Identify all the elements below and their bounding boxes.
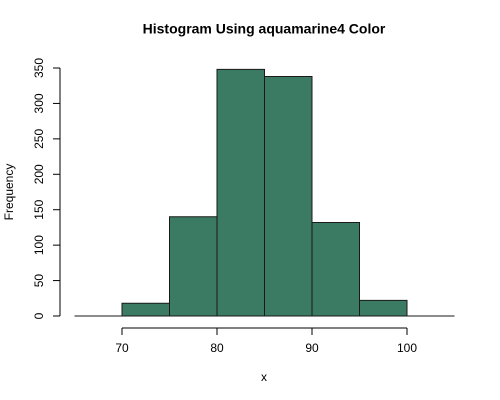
y-tick-label: 0 (32, 312, 46, 319)
y-tick-label: 150 (32, 199, 46, 219)
y-tick-label: 50 (32, 274, 46, 288)
y-tick-label: 100 (32, 235, 46, 255)
y-tick-label: 350 (32, 58, 46, 78)
y-tick-label: 200 (32, 164, 46, 184)
bar (169, 216, 218, 317)
x-tick-label: 70 (115, 341, 129, 355)
y-axis-label: Frequency (2, 164, 16, 221)
y-tick-label: 300 (32, 93, 46, 113)
bar (311, 221, 360, 317)
bar (359, 299, 408, 317)
chart-title: Histogram Using aquamarine4 Color (143, 21, 386, 37)
x-tick-label: 90 (305, 341, 319, 355)
y-tick-label: 250 (32, 129, 46, 149)
bar (264, 76, 313, 317)
x-tick-label: 100 (397, 341, 417, 355)
x-axis-label: x (261, 370, 267, 384)
bar (121, 302, 170, 317)
x-tick-label: 80 (210, 341, 224, 355)
bar (216, 68, 265, 317)
